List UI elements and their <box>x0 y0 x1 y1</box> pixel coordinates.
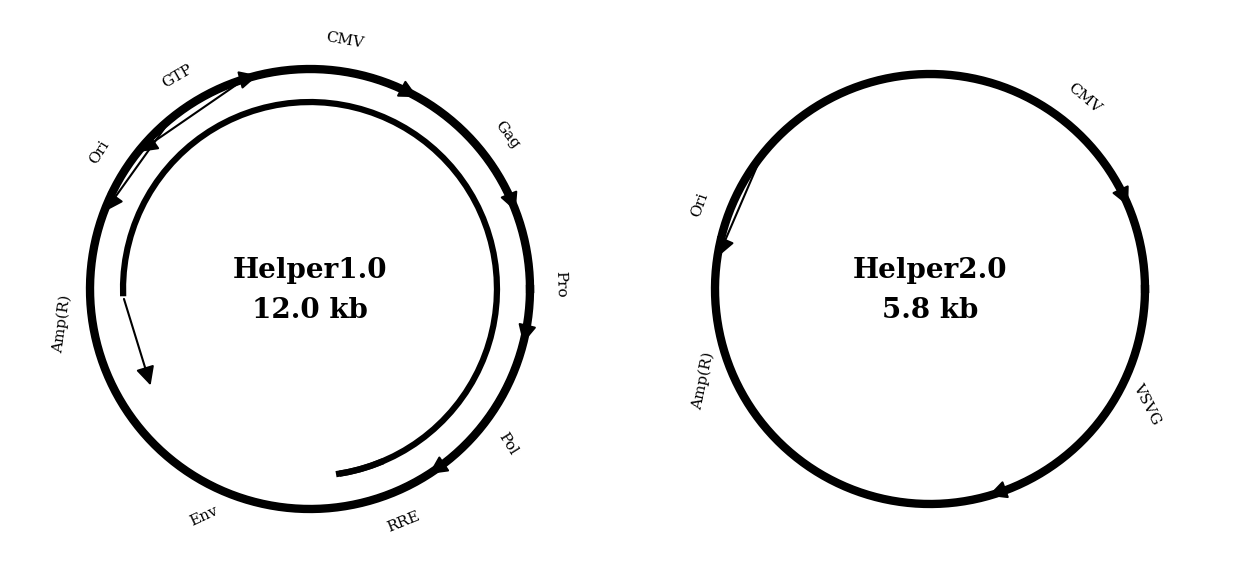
Text: GTP: GTP <box>160 62 195 90</box>
Text: Ori: Ori <box>689 191 711 219</box>
Text: RRE: RRE <box>386 509 423 534</box>
Text: Amp(R): Amp(R) <box>51 294 73 354</box>
Text: CMV: CMV <box>325 31 365 51</box>
Text: Pol: Pol <box>496 430 520 457</box>
Text: 12.0 kb: 12.0 kb <box>252 298 368 324</box>
Text: Env: Env <box>187 504 221 529</box>
Text: Ori: Ori <box>87 138 112 167</box>
Text: 5.8 kb: 5.8 kb <box>882 298 978 324</box>
Text: CMV: CMV <box>1065 81 1104 116</box>
Text: Helper2.0: Helper2.0 <box>853 258 1007 284</box>
Text: Amp(R): Amp(R) <box>689 351 715 411</box>
Text: Pro: Pro <box>553 271 568 298</box>
Text: Helper1.0: Helper1.0 <box>233 258 387 284</box>
Text: Gag: Gag <box>492 118 523 151</box>
Text: VSVG: VSVG <box>1130 381 1163 427</box>
